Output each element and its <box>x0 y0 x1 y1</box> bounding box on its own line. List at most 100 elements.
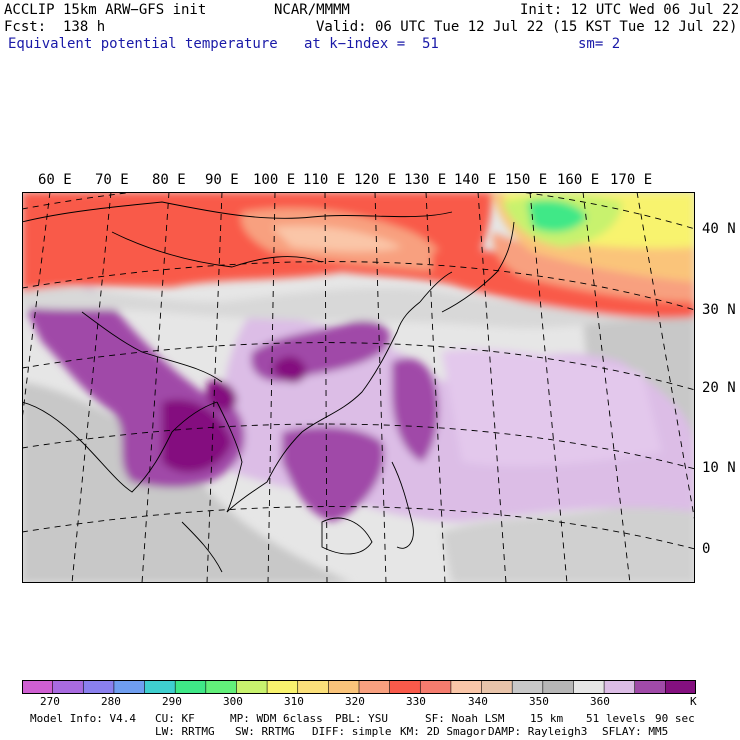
valid-time: Valid: 06 UTC Tue 12 Jul 22 (15 KST Tue … <box>316 19 738 35</box>
footer-model-info: Model Info: V4.4 <box>30 712 136 725</box>
field-grey-band <box>22 286 695 329</box>
china-mongolia-border <box>111 231 323 268</box>
northern-border <box>22 201 453 223</box>
field-lavender-pacific <box>442 349 662 467</box>
footer-longwave: LW: RRTMG <box>155 725 215 738</box>
parallel-20n <box>22 342 695 391</box>
forecast-hour: Fcst: 138 h <box>4 19 106 35</box>
field-deep-purple-myanmar <box>207 380 237 412</box>
lon-label-110e: 110 E <box>303 172 346 188</box>
east-asia-coastline <box>226 301 421 513</box>
colorbar-swatch <box>542 680 574 694</box>
field-purple-scs <box>282 426 384 522</box>
graticule <box>22 192 695 583</box>
lon-label-160e: 160 E <box>557 172 600 188</box>
lon-label-130e: 130 E <box>404 172 447 188</box>
lon-label-150e: 150 E <box>505 172 548 188</box>
coastlines <box>22 201 515 573</box>
footer-resolution: 15 km <box>530 712 564 725</box>
colorbar-label-350: 350 <box>529 695 549 708</box>
lat-label-20n: 20 N <box>702 380 736 396</box>
colorbar-swatch <box>665 680 696 694</box>
colorbar-swatch <box>22 680 54 694</box>
lon-label-100e: 100 E <box>253 172 296 188</box>
footer-shortwave: SW: RRTMG <box>235 725 295 738</box>
field-deep-purple-china <box>272 356 307 383</box>
smoothing-label: sm= 2 <box>578 36 621 52</box>
footer-microphysics: MP: WDM 6class <box>230 712 323 725</box>
indochina-west-coast <box>216 401 243 513</box>
parallel-10n <box>22 423 695 470</box>
lat-label-40n: 40 N <box>702 221 736 237</box>
india-coastline <box>22 401 218 493</box>
colorbar-label-270: 270 <box>40 695 60 708</box>
field-peach-mongolia <box>272 225 402 252</box>
lon-label-140e: 140 E <box>454 172 497 188</box>
lon-label-120e: 120 E <box>354 172 397 188</box>
colorbar-swatch <box>175 680 207 694</box>
footer-surface-layer: SFLAY: MM5 <box>602 725 669 738</box>
field-green-pacific <box>527 200 587 233</box>
footer-cumulus: CU: KF <box>155 712 195 725</box>
equivalent-potential-temperature-map <box>22 192 695 583</box>
lat-label-0: 0 <box>702 541 711 557</box>
colorbar-swatch <box>481 680 513 694</box>
footer-pbl: PBL: YSU <box>335 712 388 725</box>
footer-km: KM: 2D Smagor <box>400 725 487 738</box>
colorbar-swatch <box>144 680 176 694</box>
colorbar-swatch <box>450 680 483 694</box>
colorbar-swatch <box>52 680 84 694</box>
field-purple-philippine-sea <box>392 358 439 462</box>
lon-label-80e: 80 E <box>152 172 186 188</box>
colorbar-label-360: 360 <box>590 695 610 708</box>
init-time: Init: 12 UTC Wed 06 Jul 22 <box>520 2 740 18</box>
footer-levels: 51 levels <box>586 712 646 725</box>
lon-label-60e: 60 E <box>38 172 72 188</box>
lon-label-170e: 170 E <box>610 172 653 188</box>
sumatra-outline <box>181 521 223 573</box>
colorbar-label-280: 280 <box>101 695 121 708</box>
org-label: NCAR/MMMM <box>274 2 350 18</box>
parallel-30n <box>22 261 695 311</box>
parallel-0 <box>22 506 695 550</box>
japan-outline <box>441 221 515 313</box>
colorbar-swatch <box>604 680 636 694</box>
colorbar-swatch <box>359 680 391 694</box>
colorbar-swatch <box>512 680 544 694</box>
colorbar-swatch <box>205 680 237 694</box>
philippines-outline <box>391 461 414 549</box>
footer-timestep: 90 sec <box>655 712 695 725</box>
footer-surface: SF: Noah LSM <box>425 712 505 725</box>
colorbar-label-320: 320 <box>345 695 365 708</box>
korea-coastline <box>419 271 453 303</box>
colorbar-swatch <box>573 680 605 694</box>
colorbar-swatch <box>113 680 146 694</box>
colorbar-label-340: 340 <box>468 695 488 708</box>
colorbar-label-300: 300 <box>223 695 243 708</box>
colorbar-label-330: 330 <box>406 695 426 708</box>
lon-label-70e: 70 E <box>95 172 129 188</box>
lat-label-30n: 30 N <box>702 302 736 318</box>
field-name: Equivalent potential temperature <box>8 36 278 52</box>
colorbar-swatch <box>236 680 268 694</box>
colorbar-swatch <box>297 680 329 694</box>
lat-label-10n: 10 N <box>702 460 736 476</box>
field-deep-purple-bay <box>162 399 232 473</box>
colorbar-label-290: 290 <box>162 695 182 708</box>
meridian-170e <box>636 192 695 523</box>
colorbar-label-310: 310 <box>284 695 304 708</box>
model-title: ACCLIP 15km ARW−GFS init <box>4 2 207 18</box>
borneo-outline <box>321 517 373 555</box>
lon-label-90e: 90 E <box>205 172 239 188</box>
colorbar-swatch <box>267 680 299 694</box>
map-frame <box>22 192 695 583</box>
colorbar-swatch <box>328 680 360 694</box>
footer-diffusion: DIFF: simple <box>312 725 392 738</box>
field-grey-south-east <box>442 492 695 583</box>
level-label: at k−index = 51 <box>304 36 439 52</box>
colorbar <box>22 680 696 694</box>
parallel-40n <box>22 192 695 230</box>
colorbar-swatch <box>83 680 115 694</box>
footer-damping: DAMP: Rayleigh3 <box>488 725 588 738</box>
colorbar-unit: K <box>690 695 697 708</box>
